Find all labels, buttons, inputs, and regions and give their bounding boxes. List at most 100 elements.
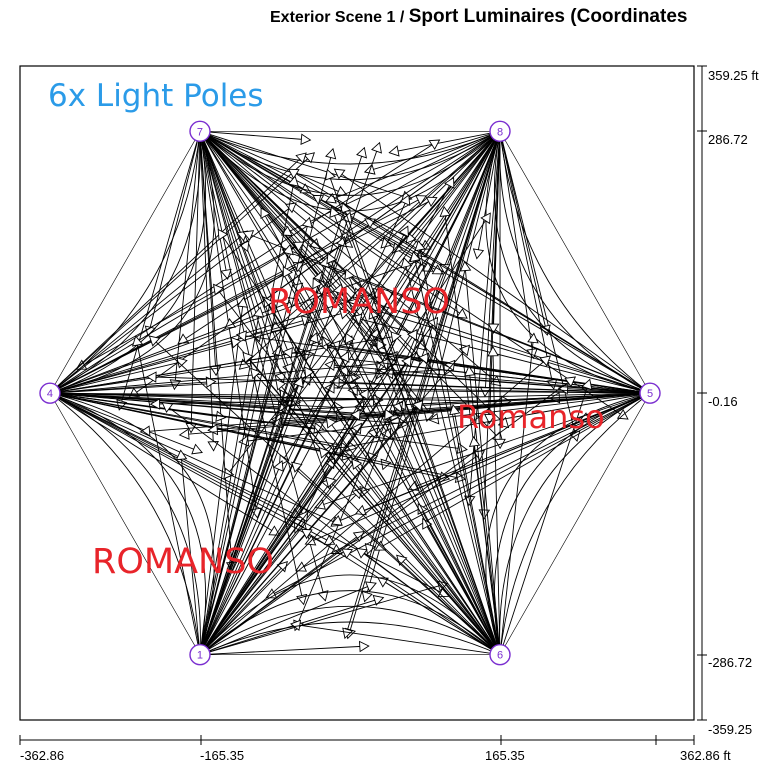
aiming-arrow (281, 347, 293, 359)
aiming-line (199, 130, 359, 306)
aiming-line (149, 335, 501, 656)
aiming-line (377, 577, 501, 656)
aiming-line (271, 392, 651, 421)
aiming-lines (49, 130, 651, 656)
envelope-line (199, 130, 501, 196)
pole-marker[interactable] (489, 120, 511, 142)
pole-marker[interactable] (489, 644, 511, 666)
aiming-line (367, 131, 501, 554)
aiming-line (325, 476, 501, 656)
aiming-line (49, 392, 280, 536)
aiming-arrow (458, 344, 471, 357)
aiming-line (49, 392, 342, 554)
aiming-line (385, 409, 501, 655)
aiming-arrow (388, 145, 400, 157)
pole-marker[interactable] (39, 382, 61, 404)
aiming-line (338, 369, 651, 394)
pole-label: 4 (47, 388, 53, 400)
aiming-line (224, 130, 501, 329)
aiming-line (199, 131, 249, 252)
aiming-arrow (275, 378, 287, 391)
aiming-arrow (268, 525, 281, 536)
pole-marker[interactable] (189, 120, 211, 142)
light-poles: 7 8 4 5 1 6 (39, 120, 661, 666)
aiming-arrow (444, 359, 456, 372)
aiming-arrow (325, 147, 337, 160)
aiming-line (484, 131, 501, 397)
aiming-arrow (339, 350, 350, 363)
aiming-line (472, 436, 501, 655)
aiming-arrow (149, 398, 161, 410)
aiming-line (199, 460, 283, 655)
aiming-line (49, 392, 449, 597)
aiming-arrow (616, 409, 629, 420)
aiming-line (49, 392, 511, 402)
y-tick-label: 286.72 (708, 132, 748, 147)
aiming-arrow (439, 205, 451, 217)
x-tick-label: -362.86 (20, 748, 65, 763)
aiming-line (49, 392, 301, 518)
aiming-arrow (483, 413, 496, 425)
aiming-arrow (260, 207, 271, 220)
aiming-line (223, 131, 501, 479)
aiming-line (364, 130, 501, 173)
aiming-line (376, 131, 501, 351)
aiming-line (288, 168, 651, 394)
aiming-line (266, 392, 651, 599)
envelope-line (199, 574, 501, 656)
envelope-line (499, 392, 651, 655)
aiming-line (342, 202, 501, 655)
aiming-arrow (235, 330, 247, 342)
aiming-line (361, 131, 501, 497)
aiming-arrow (400, 257, 412, 269)
aiming-line (412, 251, 501, 655)
aiming-line (199, 130, 311, 141)
aiming-line (325, 387, 651, 394)
aiming-line (199, 645, 369, 656)
chart-title: Exterior Scene 1 / Sport Luminaires (Coo… (270, 6, 687, 28)
aiming-arrow (449, 404, 461, 416)
aiming-arrow (292, 376, 304, 388)
watermark-right: Romanso (457, 398, 605, 436)
aiming-line (49, 392, 350, 450)
aiming-arrow (139, 425, 151, 437)
aiming-arrow (205, 376, 217, 388)
aiming-line (199, 351, 349, 655)
aiming-arrow (131, 335, 144, 347)
aiming-arrow (263, 296, 274, 309)
aiming-line (364, 131, 501, 602)
x-tick-label: 362.86 ft (680, 748, 731, 763)
envelope-line (49, 131, 207, 394)
pole-label: 1 (197, 650, 203, 662)
aiming-arrow (329, 206, 341, 218)
aiming-arrow (384, 408, 395, 421)
y-tick-label: -0.16 (708, 394, 738, 409)
aiming-arrow (325, 192, 337, 204)
aiming-line (356, 548, 501, 656)
aiming-line (199, 284, 342, 655)
aiming-arrow (236, 296, 249, 308)
aiming-arrow (350, 313, 363, 325)
pole-marker[interactable] (639, 382, 661, 404)
aiming-line (290, 623, 501, 656)
aiming-line (49, 241, 304, 394)
aiming-line (364, 299, 651, 394)
aiming-line (417, 240, 501, 655)
aiming-arrow (325, 168, 336, 181)
aiming-line (295, 392, 651, 572)
title-subtitle: Sport Luminaires (Coordinates (408, 6, 688, 27)
aiming-line (213, 284, 501, 655)
aiming-line (180, 450, 201, 655)
aiming-line (49, 310, 350, 394)
pole-marker[interactable] (189, 644, 211, 666)
aiming-line (49, 392, 344, 409)
envelope-line (49, 392, 215, 655)
aiming-arrow (581, 378, 593, 391)
aiming-arrow (242, 230, 255, 241)
aiming-line (375, 392, 651, 551)
aiming-arrow (407, 328, 418, 341)
aiming-line (304, 366, 501, 655)
aiming-arrow (372, 594, 385, 606)
envelope-line (499, 392, 651, 655)
